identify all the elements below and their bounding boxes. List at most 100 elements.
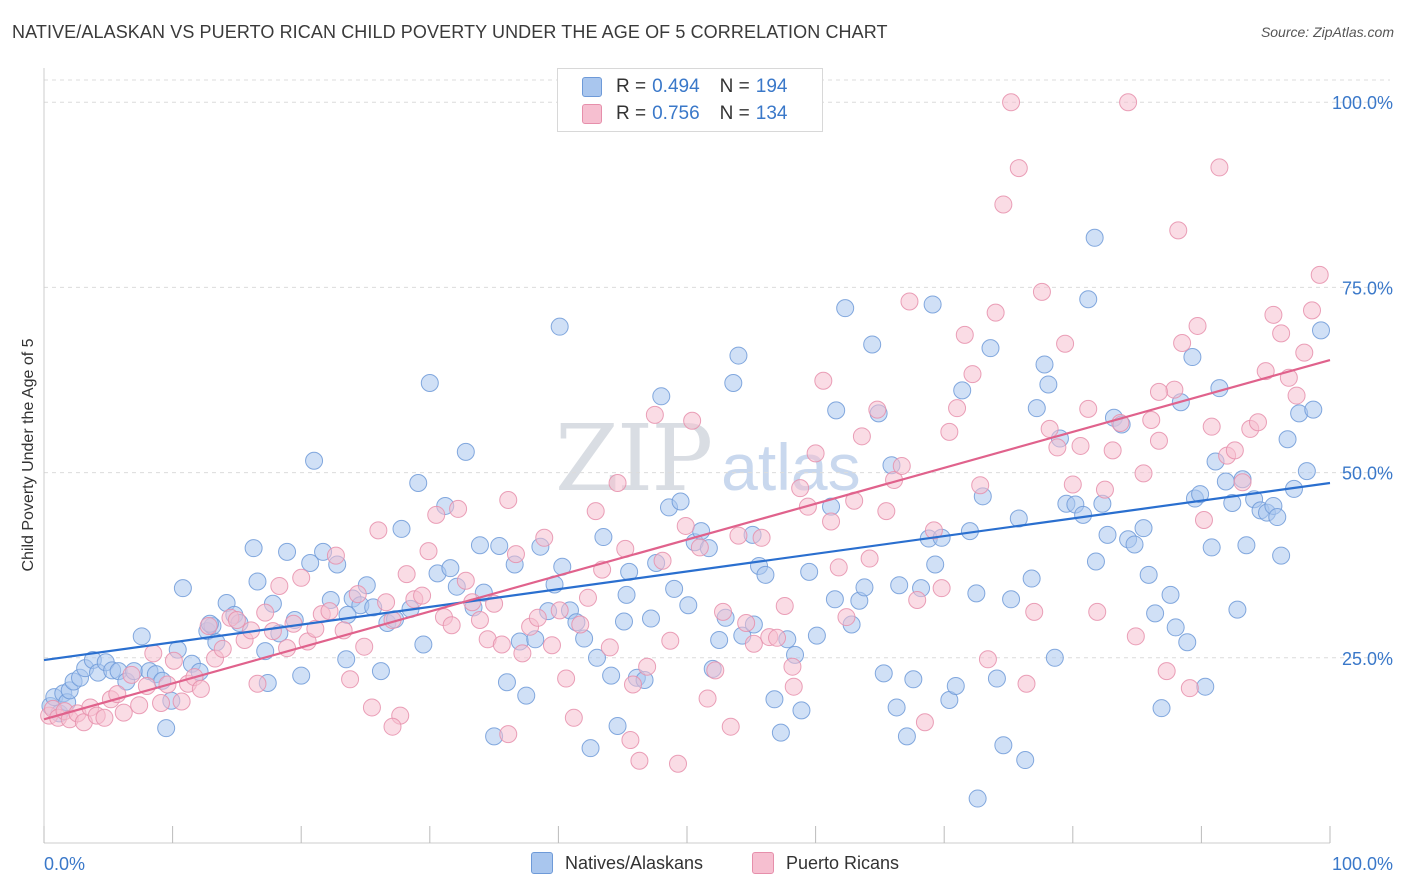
puerto-ricans-point xyxy=(557,669,576,688)
puerto-ricans-point xyxy=(1310,265,1329,284)
natives-point xyxy=(1178,633,1197,652)
natives-point xyxy=(608,716,627,735)
natives-point xyxy=(490,536,509,555)
natives-point xyxy=(1228,600,1247,619)
puerto-ricans-point xyxy=(369,521,388,540)
natives-point xyxy=(792,701,811,720)
natives-swatch xyxy=(582,77,602,97)
stats-legend-row-puerto-ricans: R = 0.756 N = 134 xyxy=(582,103,793,125)
natives-n-label: N = xyxy=(719,76,750,97)
puerto-ricans-point xyxy=(152,693,171,712)
puerto-ricans-point xyxy=(814,371,833,390)
puerto-ricans-point xyxy=(1248,413,1267,432)
puerto-ricans-point xyxy=(900,292,919,311)
natives-point xyxy=(594,528,613,547)
puerto-ricans-point xyxy=(775,596,794,615)
natives-point xyxy=(968,789,987,808)
puerto-ricans-point xyxy=(1287,386,1306,405)
natives-point xyxy=(953,381,972,400)
puerto-ricans-point xyxy=(172,692,191,711)
natives-point xyxy=(800,562,819,581)
puerto-ricans-point xyxy=(784,677,803,696)
puerto-ricans-point xyxy=(940,422,959,441)
puerto-ricans-point xyxy=(355,637,374,656)
puerto-ricans-point xyxy=(1295,343,1314,362)
puerto-ricans-point xyxy=(419,542,438,561)
natives-point xyxy=(337,650,356,669)
natives-point xyxy=(1268,508,1287,527)
puerto-ricans-point xyxy=(744,634,763,653)
natives-point xyxy=(1045,648,1064,667)
puerto-ricans-point xyxy=(397,565,416,584)
natives-legend-label: Natives/Alaskans xyxy=(565,852,704,873)
natives-point xyxy=(278,542,297,561)
natives-trend-line xyxy=(43,481,1331,662)
series-legend-puerto-ricans: Puerto Ricans xyxy=(752,852,899,874)
natives-point xyxy=(710,631,729,650)
puerto-ricans-point xyxy=(499,491,518,510)
puerto-ricans-point xyxy=(791,479,810,498)
puerto-ricans-point xyxy=(227,611,246,630)
puerto-ricans-n-label: N = xyxy=(719,103,750,124)
puerto-ricans-point xyxy=(164,651,183,670)
natives-point xyxy=(1022,569,1041,588)
natives-point xyxy=(1311,321,1330,340)
puerto-ricans-n-value: 134 xyxy=(755,103,788,124)
puerto-ricans-point xyxy=(578,588,597,607)
natives-point xyxy=(863,335,882,354)
puerto-ricans-point xyxy=(114,703,133,722)
puerto-ricans-point xyxy=(213,639,232,658)
puerto-ricans-point xyxy=(191,679,210,698)
natives-point xyxy=(827,401,846,420)
puerto-ricans-legend-swatch xyxy=(752,852,774,874)
puerto-ricans-point xyxy=(829,558,848,577)
puerto-ricans-point xyxy=(948,399,967,418)
natives-point xyxy=(338,605,357,624)
puerto-ricans-point xyxy=(1169,221,1188,240)
puerto-ricans-point xyxy=(1071,436,1090,455)
puerto-ricans-point xyxy=(348,585,367,604)
natives-point xyxy=(724,373,743,392)
natives-point xyxy=(1098,525,1117,544)
natives-point xyxy=(392,519,411,538)
puerto-ricans-point xyxy=(1264,305,1283,324)
natives-point xyxy=(1202,538,1221,557)
puerto-ricans-point xyxy=(144,644,163,663)
puerto-ricans-point xyxy=(1302,301,1321,320)
natives-point xyxy=(652,387,671,406)
puerto-ricans-point xyxy=(1149,431,1168,450)
puerto-ricans-point xyxy=(638,657,657,676)
natives-point xyxy=(825,590,844,609)
natives-point xyxy=(926,555,945,574)
natives-point xyxy=(771,723,790,742)
natives-point xyxy=(1039,375,1058,394)
natives-point xyxy=(1002,590,1021,609)
natives-point xyxy=(987,669,1006,688)
puerto-ricans-point xyxy=(326,546,345,565)
puerto-ricans-point xyxy=(1157,662,1176,681)
puerto-ricans-trend-line xyxy=(43,358,1331,721)
natives-point xyxy=(1139,565,1158,584)
puerto-ricans-point xyxy=(383,717,402,736)
puerto-ricans-point xyxy=(571,615,590,634)
natives-point xyxy=(1223,493,1242,512)
puerto-ricans-point xyxy=(822,512,841,531)
y-tick-label: 75.0% xyxy=(1342,278,1393,298)
puerto-ricans-point xyxy=(621,731,640,750)
source-label: Source: ZipAtlas.com xyxy=(1260,24,1394,40)
puerto-ricans-point xyxy=(768,628,787,647)
puerto-ricans-point xyxy=(513,644,532,663)
natives-point xyxy=(132,627,151,646)
puerto-ricans-point xyxy=(1126,627,1145,646)
puerto-ricans-point xyxy=(963,365,982,384)
natives-point xyxy=(1237,536,1256,555)
puerto-ricans-point xyxy=(630,751,649,770)
natives-point xyxy=(157,719,176,738)
natives-point xyxy=(305,451,324,470)
natives-point xyxy=(414,635,433,654)
puerto-ricans-point xyxy=(341,670,360,689)
puerto-ricans-r-label: R = xyxy=(616,103,647,124)
puerto-ricans-point xyxy=(645,405,664,424)
natives-point xyxy=(1216,472,1235,491)
natives-point xyxy=(836,299,855,318)
